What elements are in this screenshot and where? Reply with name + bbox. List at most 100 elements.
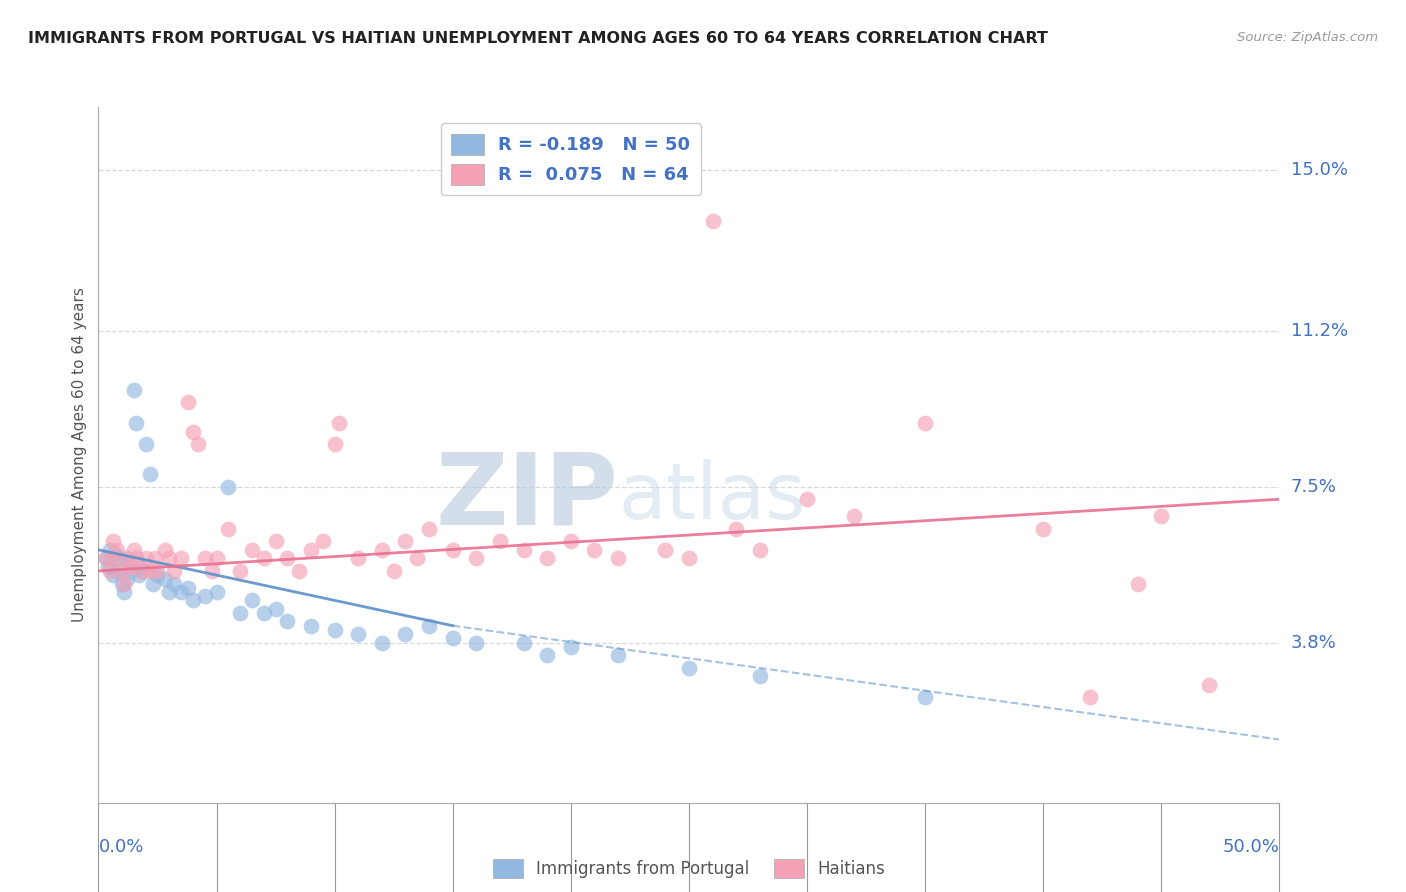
Point: [146, 564, 169, 578]
Point: [536, 648, 558, 663]
Point: [240, 593, 263, 607]
Text: 50.0%: 50.0%: [1223, 838, 1279, 855]
Point: [512, 542, 534, 557]
Point: [382, 564, 405, 578]
Text: atlas: atlas: [619, 458, 806, 534]
Point: [105, 564, 128, 578]
Point: [725, 522, 748, 536]
Point: [796, 492, 818, 507]
Point: [112, 576, 135, 591]
Text: ZIP: ZIP: [436, 448, 619, 545]
Point: [394, 627, 416, 641]
Point: [104, 547, 127, 561]
Point: [1150, 509, 1173, 524]
Point: [111, 576, 134, 591]
Point: [97, 559, 120, 574]
Point: [512, 635, 534, 649]
Point: [347, 551, 370, 566]
Point: [299, 542, 322, 557]
Point: [177, 581, 200, 595]
Point: [323, 437, 346, 451]
Point: [748, 542, 770, 557]
Point: [125, 417, 148, 431]
Point: [135, 551, 157, 566]
Point: [914, 417, 936, 431]
Point: [229, 606, 252, 620]
Point: [135, 437, 157, 451]
Point: [181, 425, 204, 439]
Point: [1080, 690, 1102, 705]
Point: [163, 564, 186, 578]
Point: [108, 551, 131, 566]
Point: [264, 534, 287, 549]
Point: [111, 564, 134, 578]
Point: [129, 559, 152, 574]
Point: [441, 632, 464, 646]
Point: [143, 551, 166, 566]
Point: [276, 551, 298, 566]
Y-axis label: Unemployment Among Ages 60 to 64 years: Unemployment Among Ages 60 to 64 years: [72, 287, 87, 623]
Point: [125, 551, 148, 566]
Point: [153, 572, 176, 586]
Point: [101, 568, 124, 582]
Point: [607, 551, 630, 566]
Point: [194, 589, 217, 603]
Point: [94, 551, 117, 566]
Point: [371, 542, 394, 557]
Point: [465, 635, 488, 649]
Point: [217, 479, 239, 493]
Point: [146, 568, 169, 582]
Point: [253, 606, 276, 620]
Point: [112, 585, 135, 599]
Point: [1198, 678, 1220, 692]
Point: [583, 542, 606, 557]
Point: [536, 551, 558, 566]
Point: [132, 564, 155, 578]
Point: [104, 551, 127, 566]
Point: [299, 618, 322, 632]
Point: [122, 542, 145, 557]
Point: [121, 564, 143, 578]
Point: [489, 534, 512, 549]
Point: [163, 576, 186, 591]
Point: [418, 618, 440, 632]
Point: [288, 564, 311, 578]
Point: [194, 551, 217, 566]
Point: [177, 395, 200, 409]
Legend: Immigrants from Portugal, Haitians: Immigrants from Portugal, Haitians: [486, 853, 891, 885]
Point: [465, 551, 488, 566]
Point: [181, 593, 204, 607]
Point: [170, 551, 193, 566]
Point: [560, 640, 582, 654]
Point: [240, 542, 263, 557]
Point: [139, 467, 162, 481]
Text: 0.0%: 0.0%: [98, 838, 143, 855]
Point: [94, 551, 117, 566]
Point: [748, 669, 770, 683]
Point: [153, 542, 176, 557]
Point: [406, 551, 429, 566]
Point: [1032, 522, 1054, 536]
Point: [312, 534, 335, 549]
Point: [394, 534, 416, 549]
Point: [128, 568, 150, 582]
Point: [702, 214, 724, 228]
Point: [371, 635, 394, 649]
Point: [115, 572, 138, 586]
Point: [98, 542, 121, 557]
Point: [328, 417, 350, 431]
Point: [98, 564, 121, 578]
Point: [121, 559, 143, 574]
Point: [678, 661, 700, 675]
Text: 3.8%: 3.8%: [1291, 633, 1336, 651]
Point: [205, 585, 228, 599]
Point: [418, 522, 440, 536]
Point: [105, 542, 128, 557]
Point: [323, 623, 346, 637]
Point: [157, 551, 180, 566]
Text: 7.5%: 7.5%: [1291, 477, 1337, 496]
Point: [217, 522, 239, 536]
Point: [844, 509, 866, 524]
Point: [264, 602, 287, 616]
Point: [129, 564, 152, 578]
